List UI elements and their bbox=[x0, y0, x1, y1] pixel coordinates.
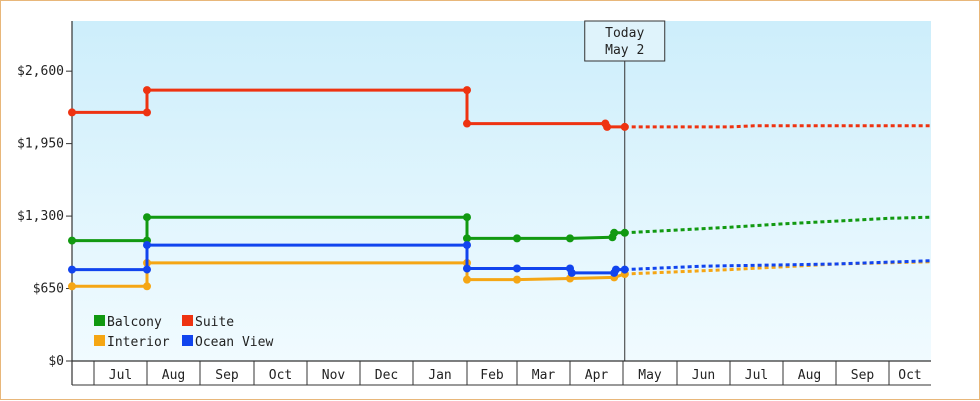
x-tick-label: Apr bbox=[585, 368, 609, 383]
suite-point bbox=[143, 86, 151, 95]
x-tick-label: Mar bbox=[532, 368, 556, 383]
x-tick-label: Feb bbox=[480, 368, 504, 383]
ocean-view-point bbox=[567, 268, 576, 277]
y-tick-label: $650 bbox=[33, 282, 64, 297]
ocean-view-point bbox=[463, 241, 471, 250]
today-label: Today bbox=[605, 26, 644, 41]
ocean-view-point bbox=[611, 265, 620, 274]
ocean-view-forecast-line bbox=[624, 259, 930, 272]
x-tick-label: Sep bbox=[215, 368, 239, 383]
balcony-point bbox=[513, 234, 521, 243]
x-tick-label: Jul bbox=[745, 368, 768, 383]
x-tick-label: Jan bbox=[428, 368, 451, 383]
suite-point bbox=[143, 108, 151, 117]
suite-point bbox=[620, 122, 629, 131]
suite-point bbox=[463, 119, 471, 128]
ocean-view-point bbox=[620, 265, 629, 274]
balcony-forecast-line bbox=[624, 215, 930, 235]
x-tick-label: Nov bbox=[322, 368, 346, 383]
series-lines bbox=[68, 86, 930, 291]
suite-forecast-line bbox=[624, 124, 930, 129]
x-tick-label: Oct bbox=[269, 368, 292, 383]
legend-swatch bbox=[94, 315, 105, 326]
balcony-point bbox=[143, 213, 151, 222]
today-box bbox=[584, 20, 666, 62]
ocean-view-point bbox=[513, 264, 521, 273]
balcony-point bbox=[566, 234, 574, 243]
balcony-point bbox=[610, 228, 619, 237]
ocean-view-point bbox=[463, 264, 471, 273]
legend-label: Suite bbox=[195, 315, 234, 330]
y-tick-label: $2,600 bbox=[17, 64, 64, 79]
x-tick-label: Jun bbox=[692, 368, 715, 383]
ocean-view-point bbox=[143, 265, 151, 274]
interior-point bbox=[463, 275, 471, 284]
today-marker: Today May 2 bbox=[584, 20, 666, 361]
ocean-view-point bbox=[143, 241, 151, 250]
legend-swatch bbox=[182, 335, 193, 346]
x-tick-label: Aug bbox=[162, 368, 185, 383]
legend-swatch bbox=[182, 315, 193, 326]
today-date-label: May 2 bbox=[605, 43, 644, 58]
interior-forecast-line bbox=[624, 260, 930, 276]
balcony-point bbox=[463, 234, 471, 243]
plot-background bbox=[72, 21, 931, 361]
y-tick-label: $0 bbox=[48, 354, 64, 369]
y-tick-label: $1,950 bbox=[17, 137, 64, 152]
legend-label: Balcony bbox=[107, 315, 162, 330]
legend-label: Interior bbox=[107, 335, 170, 350]
axes: $0 $650 $1,300 $1,950 $2,600 Jul Aug Sep Oct Nov D… bbox=[17, 21, 931, 386]
interior-point bbox=[68, 282, 76, 291]
balcony-point bbox=[463, 213, 471, 222]
balcony-point bbox=[68, 236, 76, 245]
x-tick-label: Jul bbox=[109, 368, 132, 383]
y-tick-label: $1,300 bbox=[17, 209, 64, 224]
x-tick-label: Aug bbox=[798, 368, 821, 383]
balcony-point bbox=[620, 228, 629, 237]
legend-label: Ocean View bbox=[195, 335, 273, 350]
suite-point bbox=[463, 86, 471, 95]
x-tick-label: Dec bbox=[375, 368, 398, 383]
suite-point bbox=[68, 108, 76, 117]
legend-swatch bbox=[94, 335, 105, 346]
x-tick-label: May bbox=[638, 368, 662, 383]
x-tick-label: Sep bbox=[851, 368, 875, 383]
interior-point bbox=[143, 282, 151, 291]
legend: Balcony Suite Interior Ocean View bbox=[94, 315, 273, 350]
interior-point bbox=[513, 275, 521, 284]
ocean-view-point bbox=[68, 265, 76, 274]
x-tick-label: Oct bbox=[898, 368, 921, 383]
suite-point bbox=[603, 122, 612, 131]
